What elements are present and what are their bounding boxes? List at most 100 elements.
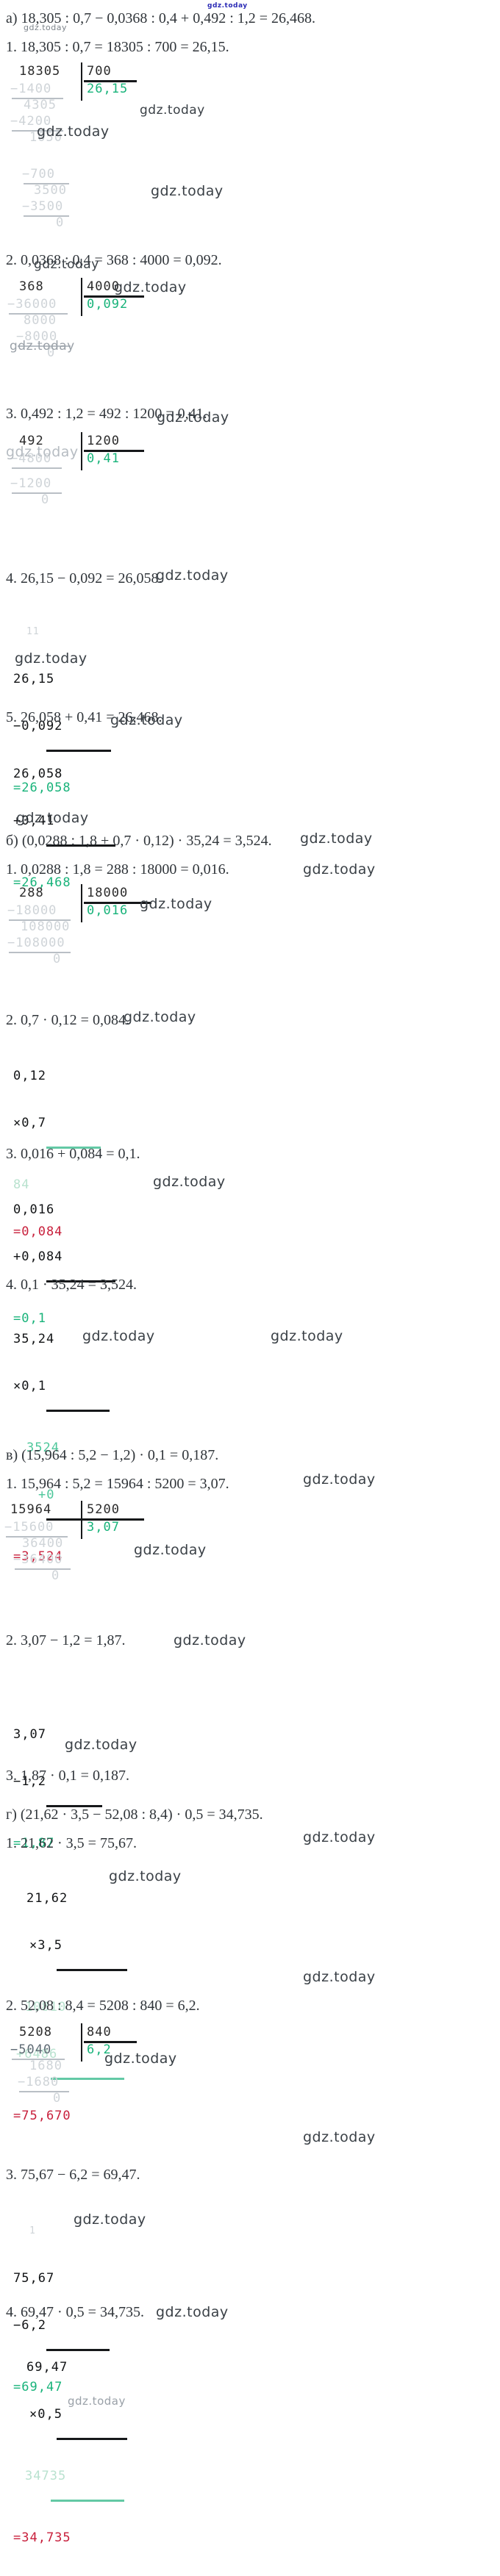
division-row: −4800 <box>10 451 52 467</box>
step-g-4-text: 4. 69,47 · 0,5 = 34,735. <box>6 2304 144 2321</box>
dividend: 18305 <box>19 63 61 79</box>
division-row: −36000 <box>7 297 57 312</box>
watermark: gdz.today <box>303 1969 376 1986</box>
divisor-rule <box>84 79 137 82</box>
step-v-1-text: 1. 15,964 : 5,2 = 15964 : 5200 = 3,07. <box>6 1476 229 1492</box>
operand-row: 0,12 <box>13 1069 46 1084</box>
watermark: gdz.today <box>303 861 376 878</box>
quotient: 0,092 <box>87 297 129 312</box>
step-b-4-text: 4. 0,1 · 35,24 = 3,524. <box>6 1276 137 1293</box>
long-division-b1: 288 18000 0,016 −18000 108000 −108000 0 <box>0 884 309 967</box>
step-v-2-text: 2. 3,07 − 1,2 = 1,87. <box>6 1632 126 1648</box>
column-calc-g3: 1 75,67 −6,2 =69,47 <box>13 2193 110 2425</box>
operand-row: ×0,1 <box>13 1379 46 1394</box>
watermark: gdz.today <box>174 1632 246 1648</box>
operand-row: 21,62 <box>26 1890 68 1906</box>
operand-row: +0,084 <box>13 1249 63 1265</box>
result-row: =75,670 <box>13 2108 71 2123</box>
divisor: 18000 <box>87 886 129 901</box>
division-row: 0 <box>51 1568 60 1584</box>
watermark: gdz.today <box>303 2129 376 2146</box>
quotient: 0,016 <box>87 903 129 919</box>
division-row: −1200 <box>10 476 52 492</box>
divisor: 5200 <box>87 1502 120 1518</box>
divisor: 840 <box>87 2024 112 2039</box>
step-rule <box>15 1568 71 1571</box>
partial-row: 10810 <box>25 1999 67 2014</box>
column-calc-b4: 35,24 ×0,1 3524 +0 =3,524 <box>13 1301 110 1595</box>
long-division-a1-cont: −700 3500 −3500 0 <box>0 166 221 230</box>
column-calc-g4: 69,47 ×0,5 34735 =34,735 <box>13 2329 127 2576</box>
division-bar <box>81 62 82 82</box>
division-bar-lower <box>81 1520 82 1540</box>
division-row: −4200 <box>10 113 52 129</box>
division-row: −3500 <box>22 198 64 214</box>
step-a-5-text: 5. 26,058 + 0,41 = 26,468. <box>6 708 162 725</box>
division-bar <box>81 432 82 452</box>
division-row: 36400 <box>22 1536 64 1551</box>
operand-row: 26,15 <box>13 672 55 687</box>
long-division-g2: 5208 840 6,2 −5040 1680 −1680 0 <box>0 2023 309 2106</box>
division-row: −1400 <box>10 81 52 96</box>
result-row: =0,084 <box>13 1224 63 1240</box>
problem-statement-a: a) 18,305 : 0,7 − 0,0368 : 0,4 + 0,492 :… <box>6 10 316 26</box>
column-calc-b3: 0,016 +0,084 =0,1 <box>13 1172 115 1357</box>
step-b-1-text: 1. 0,0288 : 1,8 = 288 : 18000 = 0,016. <box>6 861 229 878</box>
division-row: 8000 <box>24 313 57 329</box>
quotient: 0,41 <box>87 451 120 467</box>
divisor: 700 <box>87 63 112 79</box>
division-row: −700 <box>22 166 55 182</box>
division-row: 0 <box>47 345 56 361</box>
result-row: =26,468 <box>13 875 71 891</box>
division-row: −15600 <box>4 1520 54 1535</box>
step-g-2-text: 2. 52,08 : 8,4 = 5208 : 840 = 6,2. <box>6 1998 200 2014</box>
operand-row: 3,07 <box>13 1727 46 1743</box>
dividend: 492 <box>19 434 44 449</box>
watermark: gdz.today <box>156 567 229 584</box>
column-calc-b2: 0,12 ×0,7 84 =0,084 <box>13 1038 101 1270</box>
division-bar <box>81 1501 82 1521</box>
result-row: =3,524 <box>13 1549 63 1565</box>
divisor-rule <box>84 450 144 453</box>
division-row: −1680 <box>18 2074 60 2089</box>
step-a-1-text: 1. 18,305 : 0,7 = 18305 : 700 = 26,15. <box>6 39 229 56</box>
operand-row: 0,016 <box>13 1202 55 1218</box>
operand-row: 69,47 <box>26 2359 68 2375</box>
watermark-logo: gdz.today <box>207 1 248 10</box>
division-row: −8000 <box>16 329 58 345</box>
division-row: −18000 <box>7 903 57 919</box>
step-rule <box>6 1536 68 1538</box>
division-row: 1680 <box>29 2058 63 2073</box>
problem-statement-g: г) (21,62 · 3,5 − 52,08 : 8,4) · 0,5 = 3… <box>6 1807 263 1823</box>
dividend: 368 <box>19 279 44 295</box>
column-calc-a5: 26,058 +0,41 =26,468 <box>13 736 115 921</box>
watermark: gdz.today <box>303 1471 376 1488</box>
division-row: −36400 <box>13 1552 63 1568</box>
column-calc-a4: 11 26,15 −0,092 =26,058 <box>13 594 111 826</box>
division-row: 0 <box>53 952 62 967</box>
division-bar-lower <box>81 2042 82 2062</box>
dividend: 288 <box>19 886 44 901</box>
quotient: 6,2 <box>87 2042 112 2057</box>
operand-row: −6,2 <box>13 2318 46 2333</box>
watermark: gdz.today <box>303 1829 376 1846</box>
division-row: 4305 <box>24 97 57 112</box>
division-row: 3500 <box>34 182 67 198</box>
result-row: =1,87 <box>13 1836 55 1851</box>
watermark: gdz.today <box>156 2304 229 2321</box>
division-row: 0 <box>41 492 50 508</box>
carry-row: 11 <box>26 626 40 638</box>
quotient: 3,07 <box>87 1520 120 1535</box>
step-g-3-text: 3. 75,67 − 6,2 = 69,47. <box>6 2166 140 2183</box>
step-rule <box>9 952 71 954</box>
step-rule <box>12 467 62 470</box>
partial-row: +0 <box>38 1488 55 1503</box>
operand-row: −0,092 <box>13 719 63 734</box>
step-rule <box>19 2090 69 2092</box>
carry-row: 1 <box>29 2225 36 2237</box>
operand-row: ×3,5 <box>29 1937 63 1953</box>
division-row: −108000 <box>7 936 65 951</box>
watermark: gdz.today <box>271 1327 343 1344</box>
division-row: 0 <box>53 2090 62 2106</box>
division-bar-lower <box>81 297 82 317</box>
